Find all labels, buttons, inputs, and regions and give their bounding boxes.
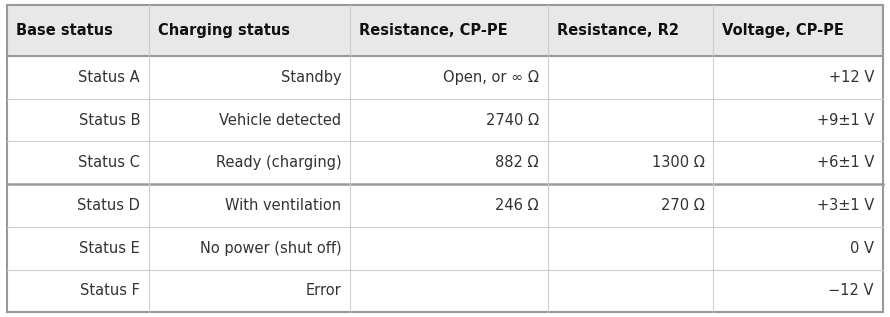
Bar [149,184,351,227]
Text: +12 V: +12 V [829,70,874,85]
Bar [547,141,713,184]
Bar [713,5,883,56]
Bar [149,227,351,269]
Bar [547,269,713,312]
Text: Charging status: Charging status [158,23,290,38]
Bar [7,99,149,141]
Bar [149,269,351,312]
Text: Status F: Status F [80,283,140,298]
Text: 882 Ω: 882 Ω [496,155,538,170]
Text: Vehicle detected: Vehicle detected [220,113,342,128]
Text: Open, or ∞ Ω: Open, or ∞ Ω [443,70,538,85]
Bar [351,56,547,99]
Bar [149,56,351,99]
Bar [713,269,883,312]
Bar [7,141,149,184]
Text: +9±1 V: +9±1 V [817,113,874,128]
Text: 246 Ω: 246 Ω [496,198,538,213]
Bar [547,227,713,269]
Text: Standby: Standby [281,70,342,85]
Bar [7,227,149,269]
Text: 1300 Ω: 1300 Ω [651,155,704,170]
Text: Resistance, CP-PE: Resistance, CP-PE [360,23,508,38]
Text: Status E: Status E [79,241,140,256]
Text: +3±1 V: +3±1 V [817,198,874,213]
Bar [713,141,883,184]
Text: Status A: Status A [78,70,140,85]
Bar [547,5,713,56]
Bar [713,99,883,141]
Bar [547,184,713,227]
Bar [149,99,351,141]
Text: 0 V: 0 V [850,241,874,256]
Text: 270 Ω: 270 Ω [660,198,704,213]
Text: Resistance, R2: Resistance, R2 [556,23,679,38]
Bar [7,56,149,99]
Bar [7,269,149,312]
Bar [547,56,713,99]
Bar [351,184,547,227]
Text: No power (shut off): No power (shut off) [200,241,342,256]
Bar [7,5,149,56]
Bar [351,269,547,312]
Text: 2740 Ω: 2740 Ω [486,113,538,128]
Bar [547,99,713,141]
Bar [351,227,547,269]
Text: Voltage, CP-PE: Voltage, CP-PE [722,23,844,38]
Bar [713,184,883,227]
Text: −12 V: −12 V [829,283,874,298]
Bar [351,141,547,184]
Bar [351,5,547,56]
Bar [149,5,351,56]
Text: Status B: Status B [78,113,140,128]
Text: With ventilation: With ventilation [225,198,342,213]
Text: Base status: Base status [16,23,113,38]
Bar [7,184,149,227]
Text: Status C: Status C [78,155,140,170]
Text: Status D: Status D [77,198,140,213]
Text: +6±1 V: +6±1 V [817,155,874,170]
Bar [149,141,351,184]
Text: Ready (charging): Ready (charging) [216,155,342,170]
Text: Error: Error [306,283,342,298]
Bar [713,56,883,99]
Bar [713,227,883,269]
Bar [351,99,547,141]
